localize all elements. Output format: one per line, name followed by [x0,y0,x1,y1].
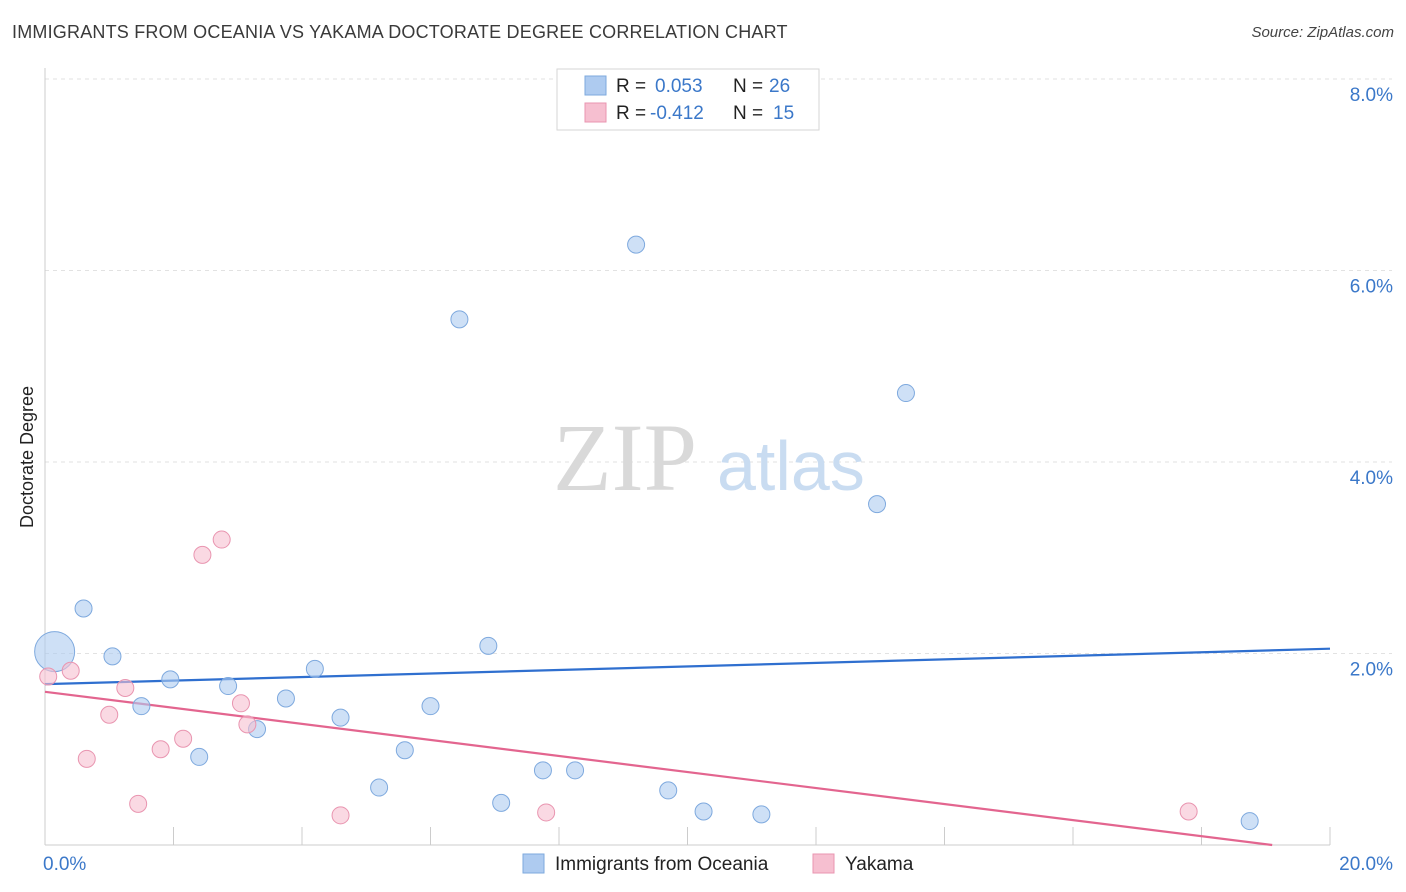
point-yakama-0 [39,667,58,686]
trend-lines [44,647,1331,847]
legend-n-label-yakama: N = [733,103,763,124]
x-tick-label-1: 20.0% [1339,854,1393,875]
point-yakama-2 [77,749,96,768]
legend-top: R = 0.053 N = 26 R = -0.412 N = 15 [556,68,820,131]
point-yakama-4 [116,678,135,697]
watermark: ZIP atlas [553,404,865,511]
x-tick-label-0: 0.0% [43,854,86,875]
point-oceania-24 [896,384,915,403]
chart-title: IMMIGRANTS FROM OCEANIA VS YAKAMA DOCTOR… [12,22,788,42]
point-yakama-1 [61,661,80,680]
point-oceania-16 [492,793,511,812]
y-tick-label-3: 8.0% [1350,85,1393,106]
point-oceania-5 [190,747,209,766]
watermark-atlas: atlas [717,427,865,505]
point-yakama-11 [238,715,257,734]
y-tick-label-2: 6.0% [1350,277,1393,298]
legend-bottom-label-oceania: Immigrants from Oceania [555,854,769,875]
legend-n-value-oceania: 26 [769,76,790,97]
point-yakama-6 [151,740,170,759]
grid-lines [45,78,1392,654]
point-oceania-25 [1240,812,1259,831]
point-yakama-13 [537,803,556,822]
point-oceania-6 [219,677,238,696]
y-tick-label-0: 2.0% [1350,660,1393,681]
legend-bottom: Immigrants from Oceania Yakama [522,853,914,875]
point-yakama-8 [193,545,212,564]
point-yakama-7 [174,729,193,748]
point-oceania-20 [659,781,678,800]
point-oceania-15 [479,636,498,655]
point-oceania-1 [74,599,93,618]
axes [44,68,1331,846]
tick-labels: 2.0% 4.0% 6.0% 8.0% 0.0% 20.0% [43,85,1393,875]
legend-r-value-yakama: -0.412 [650,103,704,124]
point-oceania-9 [305,659,324,678]
point-oceania-3 [132,697,151,716]
legend-r-label-oceania: R = [616,76,646,97]
point-oceania-14 [450,310,469,329]
legend-swatch-yakama [584,102,607,123]
legend-r-value-oceania: 0.053 [655,76,703,97]
legend-n-value-yakama: 15 [773,103,794,124]
point-oceania-22 [752,805,771,824]
point-yakama-9 [212,530,231,549]
source-label: Source: ZipAtlas.com [1251,24,1394,41]
point-oceania-13 [421,697,440,716]
y-axis-label: Doctorate Degree [17,386,37,528]
point-oceania-12 [395,741,414,760]
point-oceania-17 [533,761,552,780]
point-yakama-10 [231,694,250,713]
point-yakama-3 [100,705,119,724]
data-points [34,235,1259,831]
trend-line-oceania [44,647,1331,686]
point-oceania-19 [627,235,646,254]
point-yakama-12 [331,806,350,825]
legend-r-label-yakama: R = [616,103,646,124]
point-yakama-14 [1179,802,1198,821]
point-oceania-23 [868,495,887,514]
legend-bottom-swatch-oceania [522,853,545,874]
point-oceania-2 [103,647,122,666]
legend-n-label-oceania: N = [733,76,763,97]
point-yakama-5 [129,794,148,813]
point-oceania-10 [331,708,350,727]
legend-bottom-swatch-yakama [812,853,835,874]
trend-line-yakama [44,690,1273,847]
point-oceania-11 [370,778,389,797]
point-oceania-21 [694,802,713,821]
watermark-zip: ZIP [553,404,697,511]
point-oceania-8 [276,689,295,708]
legend-swatch-oceania [584,75,607,96]
point-oceania-18 [566,761,585,780]
legend-bottom-label-yakama: Yakama [845,854,914,875]
point-oceania-4 [161,670,180,689]
y-tick-label-1: 4.0% [1350,468,1393,489]
